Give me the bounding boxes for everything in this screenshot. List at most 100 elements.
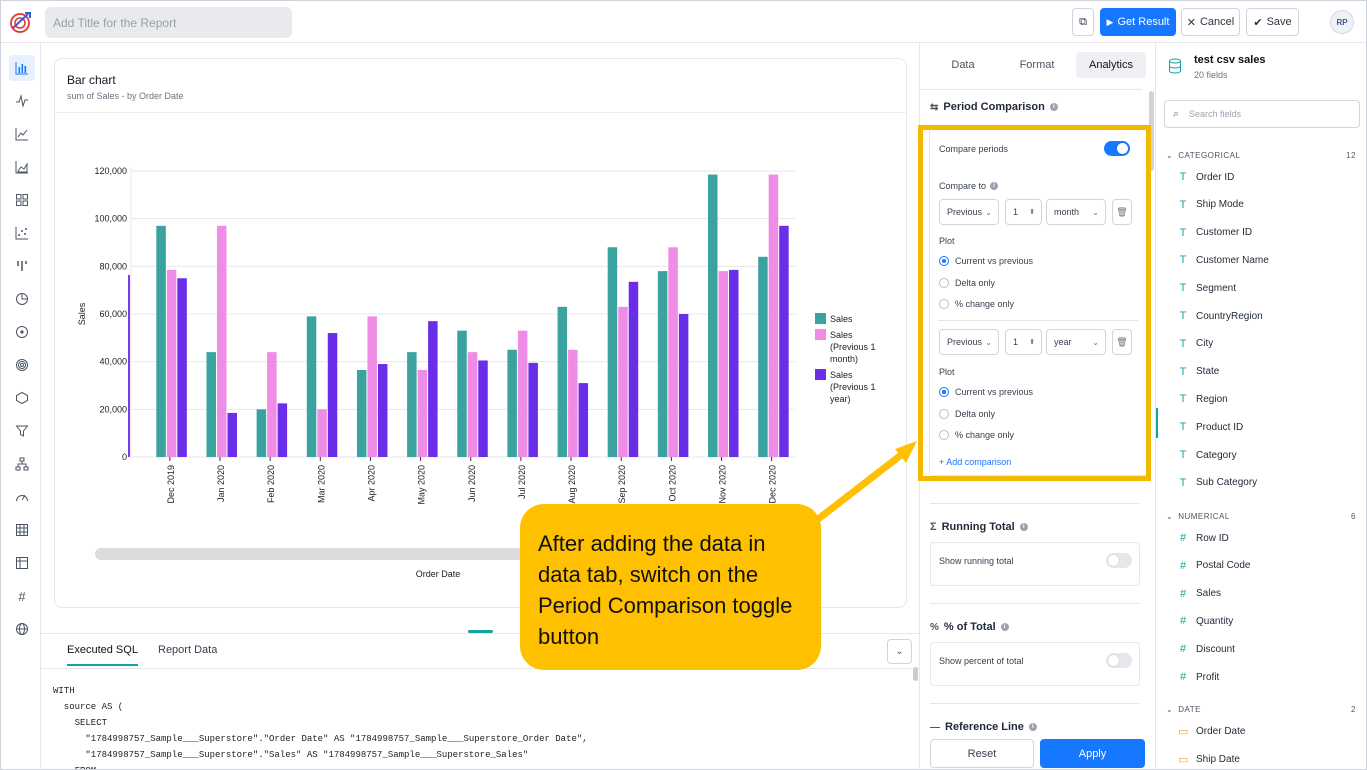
unit-select-2[interactable]: year ⌄ bbox=[1046, 329, 1106, 355]
direction-value: Previous bbox=[947, 207, 983, 217]
field-item[interactable]: # Profit bbox=[1178, 671, 1219, 683]
stepper-icon: ⬍ bbox=[1029, 339, 1035, 346]
add-comparison-link[interactable]: + Add comparison bbox=[939, 457, 1012, 467]
delete-comparison-button-2[interactable]: 🗑 bbox=[1112, 329, 1132, 355]
field-group-label: NUMERICAL bbox=[1178, 512, 1230, 521]
line-chart-icon[interactable] bbox=[9, 88, 35, 114]
cancel-button[interactable]: ✕ Cancel bbox=[1181, 8, 1240, 36]
table-icon[interactable] bbox=[9, 517, 35, 543]
field-item[interactable]: # Quantity bbox=[1178, 615, 1233, 627]
bar bbox=[306, 316, 317, 457]
apply-button[interactable]: Apply bbox=[1040, 739, 1145, 768]
tree-chart-icon[interactable] bbox=[9, 451, 35, 477]
gauge-chart-icon[interactable] bbox=[9, 484, 35, 510]
polygon-chart-icon[interactable] bbox=[9, 385, 35, 411]
chart-title: Bar chart bbox=[67, 73, 116, 87]
field-item[interactable]: T Segment bbox=[1178, 282, 1236, 294]
legend-swatch bbox=[815, 313, 826, 324]
plot-option-percent-change-2[interactable]: % change only bbox=[939, 430, 1014, 440]
field-item[interactable]: T Customer ID bbox=[1178, 227, 1253, 239]
field-item[interactable]: # Postal Code bbox=[1178, 560, 1251, 572]
close-icon: ✕ bbox=[1186, 16, 1196, 29]
field-item[interactable]: ▭ Order Date bbox=[1178, 725, 1245, 738]
field-item[interactable]: T City bbox=[1178, 338, 1214, 350]
field-item[interactable]: T Customer Name bbox=[1178, 254, 1269, 266]
field-item[interactable]: ▭ Ship Date bbox=[1178, 753, 1240, 766]
number-icon[interactable]: # bbox=[18, 588, 26, 604]
percent-total-toggle[interactable] bbox=[1106, 653, 1132, 668]
plot-option-delta-only[interactable]: Delta only bbox=[939, 278, 995, 288]
export-button[interactable]: ⧉ bbox=[1072, 8, 1094, 36]
column-chart-icon[interactable] bbox=[9, 253, 35, 279]
radio-label: Delta only bbox=[955, 278, 996, 288]
get-result-button[interactable]: ▶ Get Result bbox=[1100, 8, 1176, 36]
bar bbox=[407, 352, 417, 457]
field-item[interactable]: T Product ID bbox=[1178, 421, 1244, 433]
field-item[interactable]: # Sales bbox=[1178, 588, 1221, 600]
count-stepper-2[interactable]: 1 ⬍ bbox=[1005, 329, 1042, 355]
grid-chart-icon[interactable] bbox=[9, 187, 35, 213]
tab-executed-sql[interactable]: Executed SQL bbox=[67, 644, 138, 666]
report-title-input[interactable] bbox=[45, 7, 292, 38]
direction-select-1[interactable]: Previous ⌄ bbox=[939, 199, 999, 225]
field-group-label: DATE bbox=[1178, 705, 1201, 714]
pie-chart-icon[interactable] bbox=[9, 286, 35, 312]
funnel-chart-icon[interactable] bbox=[9, 418, 35, 444]
field-group-numerical[interactable]: ⌄ NUMERICAL 6 bbox=[1166, 512, 1356, 521]
field-item[interactable]: T Ship Mode bbox=[1178, 199, 1244, 211]
percent-total-title: % of Total bbox=[943, 621, 996, 633]
compare-periods-toggle[interactable] bbox=[1104, 141, 1130, 156]
reset-button[interactable]: Reset bbox=[930, 739, 1034, 768]
plot-option-current-vs-previous[interactable]: Current vs previous bbox=[939, 256, 1033, 266]
collapse-button[interactable]: ⌄ bbox=[887, 639, 912, 664]
delete-comparison-button-1[interactable]: 🗑 bbox=[1112, 199, 1132, 225]
x-tick-label: Sep 2020 bbox=[617, 465, 627, 504]
radio-label: Current vs previous bbox=[955, 387, 1034, 397]
panel-resize-accent[interactable] bbox=[1156, 408, 1158, 438]
plot-option-current-vs-previous-2[interactable]: Current vs previous bbox=[939, 387, 1033, 397]
y-tick-label: 80,000 bbox=[99, 261, 127, 271]
field-item[interactable]: # Discount bbox=[1178, 643, 1235, 655]
pivot-table-icon[interactable] bbox=[9, 550, 35, 576]
save-button[interactable]: ✔ Save bbox=[1246, 8, 1299, 36]
map-icon[interactable] bbox=[9, 616, 35, 642]
search-fields-input[interactable]: ⌕ Search fields bbox=[1164, 100, 1360, 128]
radio-selected bbox=[939, 256, 949, 266]
field-item[interactable]: T Region bbox=[1178, 393, 1228, 405]
tab-report-data[interactable]: Report Data bbox=[158, 644, 218, 656]
direction-select-2[interactable]: Previous ⌄ bbox=[939, 329, 999, 355]
field-group-categorical[interactable]: ⌄ CATEGORICAL 12 bbox=[1166, 151, 1356, 160]
avatar[interactable]: RP bbox=[1330, 10, 1354, 34]
field-item[interactable]: T Order ID bbox=[1178, 171, 1235, 183]
tab-format[interactable]: Format bbox=[1019, 59, 1055, 71]
y-axis-label: Sales bbox=[77, 302, 87, 325]
radar-chart-icon[interactable] bbox=[9, 352, 35, 378]
chevron-down-icon: ⌄ bbox=[1166, 151, 1174, 160]
bar-chart-icon[interactable] bbox=[9, 55, 35, 81]
x-tick-label: Jun 2020 bbox=[467, 465, 477, 502]
plot-option-delta-only-2[interactable]: Delta only bbox=[939, 409, 995, 419]
field-item[interactable]: T CountryRegion bbox=[1178, 310, 1263, 322]
tab-data[interactable]: Data bbox=[951, 59, 975, 71]
toggle-knob bbox=[1108, 655, 1119, 666]
field-item[interactable]: # Row ID bbox=[1178, 532, 1229, 544]
panel-resize-handle[interactable] bbox=[468, 630, 493, 633]
tab-analytics[interactable]: Analytics bbox=[1076, 52, 1146, 78]
sql-scrollbar[interactable] bbox=[913, 667, 918, 681]
y-tick-label: 100,000 bbox=[94, 214, 127, 224]
area-chart-icon[interactable] bbox=[9, 154, 35, 180]
number-type-icon: # bbox=[1179, 587, 1187, 600]
count-stepper-1[interactable]: 1 ⬍ bbox=[1005, 199, 1042, 225]
trend-chart-icon[interactable] bbox=[9, 121, 35, 147]
scatter-chart-icon[interactable] bbox=[9, 220, 35, 246]
field-item[interactable]: T State bbox=[1178, 366, 1220, 378]
field-item[interactable]: T Sub Category bbox=[1178, 477, 1258, 489]
running-total-toggle[interactable] bbox=[1106, 553, 1132, 568]
field-group-date[interactable]: ⌄ DATE 2 bbox=[1166, 705, 1356, 714]
percent-total-box: Show percent of total bbox=[930, 642, 1140, 686]
plot-option-percent-change[interactable]: % change only bbox=[939, 299, 1014, 309]
field-item[interactable]: T Category bbox=[1178, 449, 1237, 461]
donut-chart-icon[interactable] bbox=[9, 319, 35, 345]
unit-select-1[interactable]: month ⌄ bbox=[1046, 199, 1106, 225]
config-scrollbar[interactable] bbox=[1149, 91, 1154, 171]
